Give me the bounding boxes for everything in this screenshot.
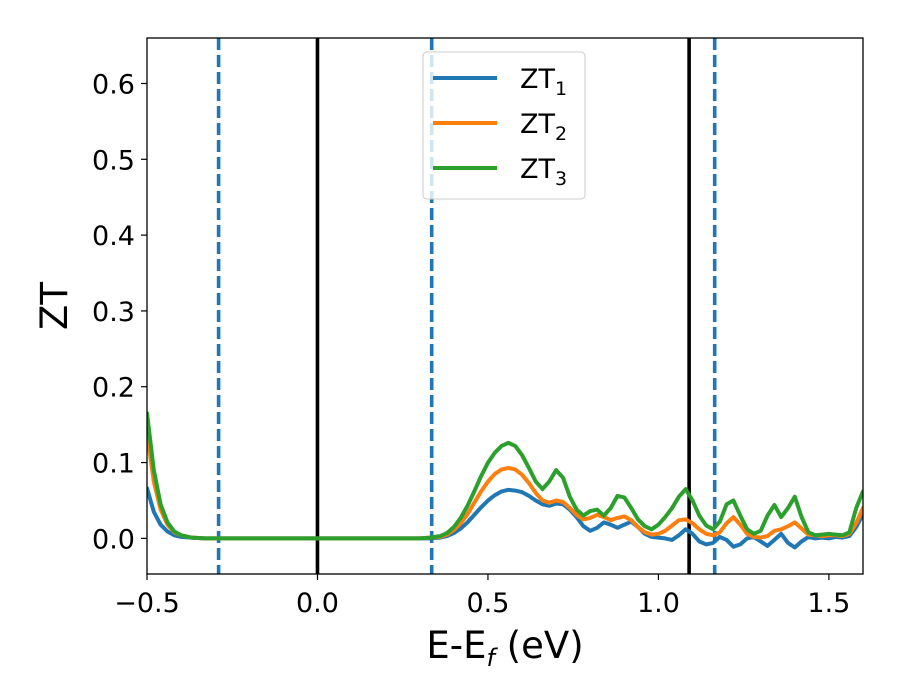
y-tick-label: 0.1 bbox=[92, 449, 135, 480]
legend: ZT1 ZT2 ZT3 bbox=[422, 51, 586, 200]
x-tick-label: 1.0 bbox=[637, 588, 680, 619]
legend-label-zt1: ZT1 bbox=[520, 64, 567, 100]
x-label-base: E-E bbox=[426, 624, 486, 667]
x-tick-label: −0.5 bbox=[114, 588, 180, 619]
x-tick-label: 0.5 bbox=[466, 588, 509, 619]
y-tick-label: 0.6 bbox=[92, 69, 135, 100]
y-tick-label: 0.4 bbox=[92, 221, 135, 252]
legend-label-zt2: ZT2 bbox=[520, 109, 567, 145]
reference-lines bbox=[216, 38, 717, 574]
y-tick-label: 0.2 bbox=[92, 373, 135, 404]
legend-box bbox=[422, 51, 586, 200]
y-axis-ticks: 0.0 0.1 0.2 0.3 0.4 0.5 0.6 bbox=[92, 69, 147, 555]
x-tick-label: 0.0 bbox=[296, 588, 339, 619]
y-tick-label: 0.5 bbox=[92, 145, 135, 176]
y-tick-label: 0.3 bbox=[92, 297, 135, 328]
y-tick-label: 0.0 bbox=[92, 524, 135, 555]
legend-label-zt3: ZT3 bbox=[520, 154, 567, 190]
x-tick-label: 1.5 bbox=[807, 588, 850, 619]
series-line-zt3 bbox=[147, 411, 863, 541]
x-label-unit: (eV) bbox=[495, 624, 584, 667]
x-axis-label: E-Ef (eV) bbox=[426, 624, 583, 672]
series-lines bbox=[147, 411, 863, 550]
plot-frame bbox=[146, 37, 864, 575]
x-axis-ticks: −0.5 0.0 0.5 1.0 1.5 bbox=[114, 574, 850, 619]
y-axis-label: ZT bbox=[33, 282, 76, 330]
